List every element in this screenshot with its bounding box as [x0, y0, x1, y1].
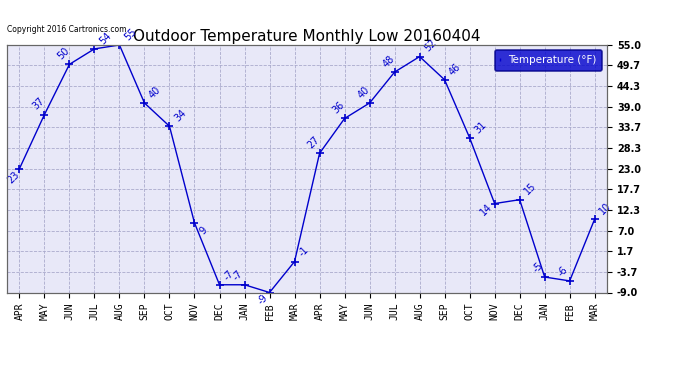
Text: 15: 15: [522, 181, 538, 197]
Text: -9: -9: [255, 292, 270, 306]
Text: 55: 55: [122, 26, 138, 42]
Text: 36: 36: [331, 100, 346, 116]
Text: -7: -7: [222, 268, 236, 282]
Text: 46: 46: [447, 61, 463, 77]
Text: -7: -7: [230, 268, 244, 282]
Text: 23: 23: [6, 170, 21, 185]
Text: -5: -5: [531, 260, 544, 274]
Text: 9: 9: [197, 225, 208, 237]
Text: 14: 14: [478, 202, 494, 217]
Text: 54: 54: [97, 30, 113, 46]
Text: -1: -1: [297, 245, 311, 259]
Text: 34: 34: [172, 108, 188, 123]
Legend: Temperature (°F): Temperature (°F): [495, 50, 602, 70]
Text: 52: 52: [422, 38, 438, 54]
Text: 27: 27: [306, 135, 322, 150]
Title: Outdoor Temperature Monthly Low 20160404: Outdoor Temperature Monthly Low 20160404: [133, 29, 481, 44]
Text: 10: 10: [598, 201, 613, 216]
Text: 50: 50: [55, 46, 71, 62]
Text: 40: 40: [355, 84, 371, 100]
Text: 31: 31: [473, 119, 488, 135]
Text: 40: 40: [147, 84, 163, 100]
Text: 37: 37: [30, 96, 46, 112]
Text: Copyright 2016 Cartronics.com: Copyright 2016 Cartronics.com: [7, 25, 126, 34]
Text: -6: -6: [555, 264, 570, 278]
Text: 48: 48: [381, 54, 397, 69]
